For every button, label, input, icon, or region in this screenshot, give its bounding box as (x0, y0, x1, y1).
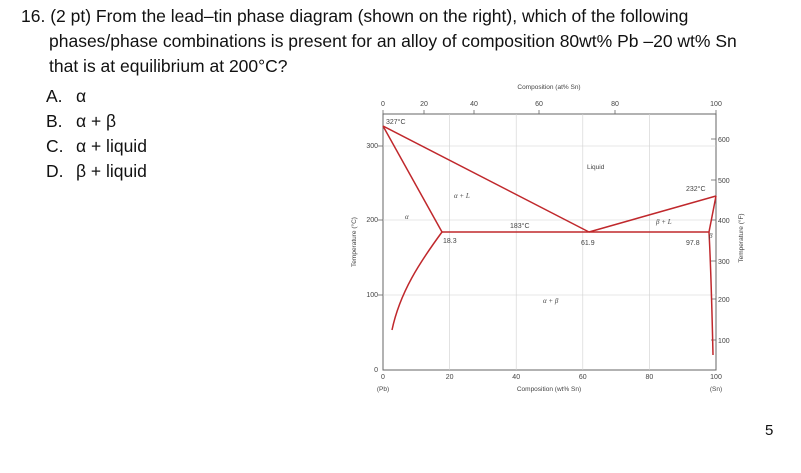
page-number: 5 (765, 422, 774, 439)
right-tick-label: 400 (718, 218, 730, 225)
right-axis-title: Temperature (°F) (737, 213, 745, 262)
left-tick-label: 100 (366, 292, 378, 299)
beta-liquid-region-label: β + L (655, 218, 672, 226)
choice-letter: C. (46, 136, 64, 156)
bottom-tick-label: 80 (646, 374, 654, 381)
phase-boundaries (382, 125, 717, 356)
choice-letter: B. (46, 111, 63, 131)
eutectic-comp-label: 61.9 (581, 240, 595, 247)
grid-vertical (449, 114, 650, 370)
choice-text: α + β (76, 111, 117, 131)
beta-region-label: β (708, 232, 713, 240)
bottom-tick-label: 60 (579, 374, 587, 381)
top-ticks (382, 110, 717, 114)
answer-choices: A. α B. α + β C. α + liquid D. β + liqui… (46, 84, 147, 184)
left-axis-title: Temperature (°C) (350, 217, 358, 267)
question-line-2: phases/phase combinations is present for… (49, 31, 737, 51)
bottom-tick-label: 40 (512, 374, 520, 381)
choice-b[interactable]: B. α + β (46, 109, 147, 134)
left-tick-label: 200 (366, 217, 378, 224)
choice-a[interactable]: A. α (46, 84, 147, 109)
solidus-left (382, 125, 443, 233)
bottom-end-label-pb: (Pb) (377, 386, 389, 393)
beta-limit-label: 97.8 (686, 240, 700, 247)
alpha-beta-region-label: α + β (543, 297, 559, 305)
plot-frame (382, 113, 717, 371)
liquid-region-label: Liquid (587, 164, 605, 171)
right-tick-label: 200 (718, 297, 730, 304)
top-tick-label: 0 (381, 101, 385, 108)
bottom-end-label-sn: (Sn) (710, 386, 722, 393)
bottom-tick-label: 100 (710, 374, 722, 381)
right-tick-label: 500 (718, 178, 730, 185)
right-tick-label: 600 (718, 137, 730, 144)
left-ticks (378, 145, 383, 296)
choice-text: β + liquid (76, 161, 147, 181)
grid-horizontal (383, 145, 716, 296)
left-tick-label: 0 (374, 367, 378, 374)
bottom-tick-label: 20 (446, 374, 454, 381)
left-tick-label: 300 (366, 143, 378, 150)
top-tick-label: 100 (710, 101, 722, 108)
alpha-region-label: α (405, 213, 409, 221)
question-line-1: 16. (2 pt) From the lead–tin phase diagr… (21, 6, 689, 26)
choice-letter: A. (46, 86, 63, 106)
alpha-liquid-region-label: α + L (454, 192, 470, 200)
bottom-axis-title: Composition (wt% Sn) (517, 386, 581, 393)
top-tick-label: 80 (611, 101, 619, 108)
choice-c[interactable]: C. α + liquid (46, 134, 147, 159)
top-axis-title: Composition (at% Sn) (517, 84, 580, 91)
pb-melting-label: 327°C (386, 118, 406, 126)
liquidus-right (588, 195, 717, 233)
choice-letter: D. (46, 161, 64, 181)
top-tick-label: 40 (470, 101, 478, 108)
solidus-right (708, 195, 717, 233)
right-tick-label: 300 (718, 259, 730, 266)
choice-d[interactable]: D. β + liquid (46, 159, 147, 184)
right-ticks (711, 138, 716, 341)
question-line-3: that is at equilibrium at 200°C? (49, 56, 288, 76)
choice-text: α (76, 86, 87, 106)
bottom-tick-label: 0 (381, 374, 385, 381)
eutectic-temp-label: 183°C (510, 222, 530, 230)
right-tick-label: 100 (718, 338, 730, 345)
liquidus-left (382, 125, 590, 233)
alpha-limit-label: 18.3 (443, 238, 457, 245)
solvus-right (708, 231, 714, 356)
top-tick-label: 20 (420, 101, 428, 108)
choice-text: α + liquid (76, 136, 147, 156)
solvus-left (391, 231, 443, 331)
top-tick-label: 60 (535, 101, 543, 108)
sn-melting-label: 232°C (686, 185, 706, 193)
